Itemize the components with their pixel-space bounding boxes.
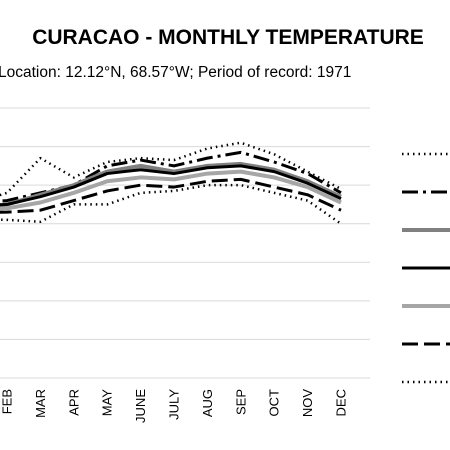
x-tick-label: OCT bbox=[267, 389, 282, 417]
series-line-s1 bbox=[0, 141, 342, 197]
chart-subtitle: Location: 12.12°N, 68.57°W; Period of re… bbox=[0, 64, 351, 81]
x-axis-ticks: FEB MAR APR MAY JUNE JULY AUG SEP OCT NOV DEC bbox=[0, 389, 349, 423]
x-tick-label: SEP bbox=[233, 389, 248, 415]
series-line-s2 bbox=[0, 150, 342, 203]
series-line-s7 bbox=[0, 183, 342, 225]
x-tick-label: FEB bbox=[0, 389, 15, 414]
x-tick-label: NOV bbox=[300, 389, 315, 418]
x-tick-label: DEC bbox=[334, 389, 349, 416]
x-tick-label: APR bbox=[66, 389, 81, 416]
legend bbox=[402, 152, 450, 384]
x-tick-label: AUG bbox=[200, 389, 215, 417]
series-line-s4 bbox=[0, 164, 342, 207]
series-line-s5 bbox=[0, 169, 342, 211]
series-line-s3 bbox=[0, 161, 342, 208]
x-tick-label: MAR bbox=[33, 389, 48, 418]
chart-title: CURACAO - MONTHLY TEMPERATURE bbox=[32, 26, 424, 49]
x-tick-label: JULY bbox=[167, 389, 182, 420]
x-tick-label: MAY bbox=[100, 389, 115, 417]
x-tick-label: JUNE bbox=[133, 389, 148, 423]
series-lines bbox=[0, 141, 342, 225]
series-line-s6 bbox=[0, 177, 342, 214]
gridlines bbox=[0, 107, 370, 379]
